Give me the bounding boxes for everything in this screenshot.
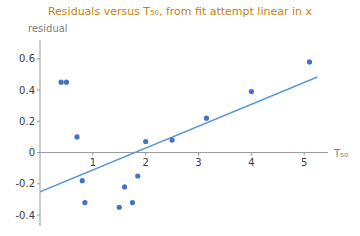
scatter-point	[82, 200, 87, 205]
y-tick	[37, 152, 40, 153]
y-tick	[37, 215, 40, 216]
x-tick-label: 1	[90, 157, 96, 168]
y-tick	[37, 90, 40, 91]
x-tick	[304, 153, 305, 156]
x-axis-label: T₅₀	[333, 148, 348, 159]
y-axis-line	[40, 40, 41, 226]
scatter-point	[80, 178, 85, 183]
scatter-point	[135, 173, 140, 178]
scatter-point	[122, 184, 127, 189]
y-tick-label: 0.2	[19, 116, 35, 127]
y-tick	[37, 183, 40, 184]
chart: Residuals versus T₅₀, from fit attempt l…	[0, 0, 360, 236]
scatter-point	[74, 134, 79, 139]
scatter-point	[130, 200, 135, 205]
x-tick	[92, 153, 93, 156]
y-tick-label: 0.4	[19, 85, 35, 96]
scatter-point	[143, 139, 148, 144]
x-tick-label: 4	[248, 157, 254, 168]
y-axis-label: residual	[28, 23, 68, 34]
y-tick	[37, 121, 40, 122]
y-tick-label: -0.4	[15, 210, 35, 221]
x-tick-label: 5	[301, 157, 307, 168]
y-tick-label: 0	[29, 147, 35, 158]
trend-line	[40, 77, 317, 192]
scatter-point	[64, 80, 69, 85]
title: Residuals versus T₅₀, from fit attempt l…	[48, 5, 313, 18]
x-tick-label: 2	[143, 157, 149, 168]
y-tick	[37, 58, 40, 59]
x-tick-label: 3	[195, 157, 201, 168]
x-tick	[145, 153, 146, 156]
y-tick-label: -0.2	[15, 178, 35, 189]
scatter-point	[117, 205, 122, 210]
scatter-point	[249, 89, 254, 94]
scatter-point	[59, 80, 64, 85]
scatter-point	[170, 137, 175, 142]
scatter-point	[307, 59, 312, 64]
y-tick-label: 0.6	[19, 53, 35, 64]
x-axis-line	[40, 152, 328, 153]
x-tick	[198, 153, 199, 156]
x-tick	[251, 153, 252, 156]
plot-area	[40, 59, 317, 210]
scatter-point	[204, 116, 209, 121]
